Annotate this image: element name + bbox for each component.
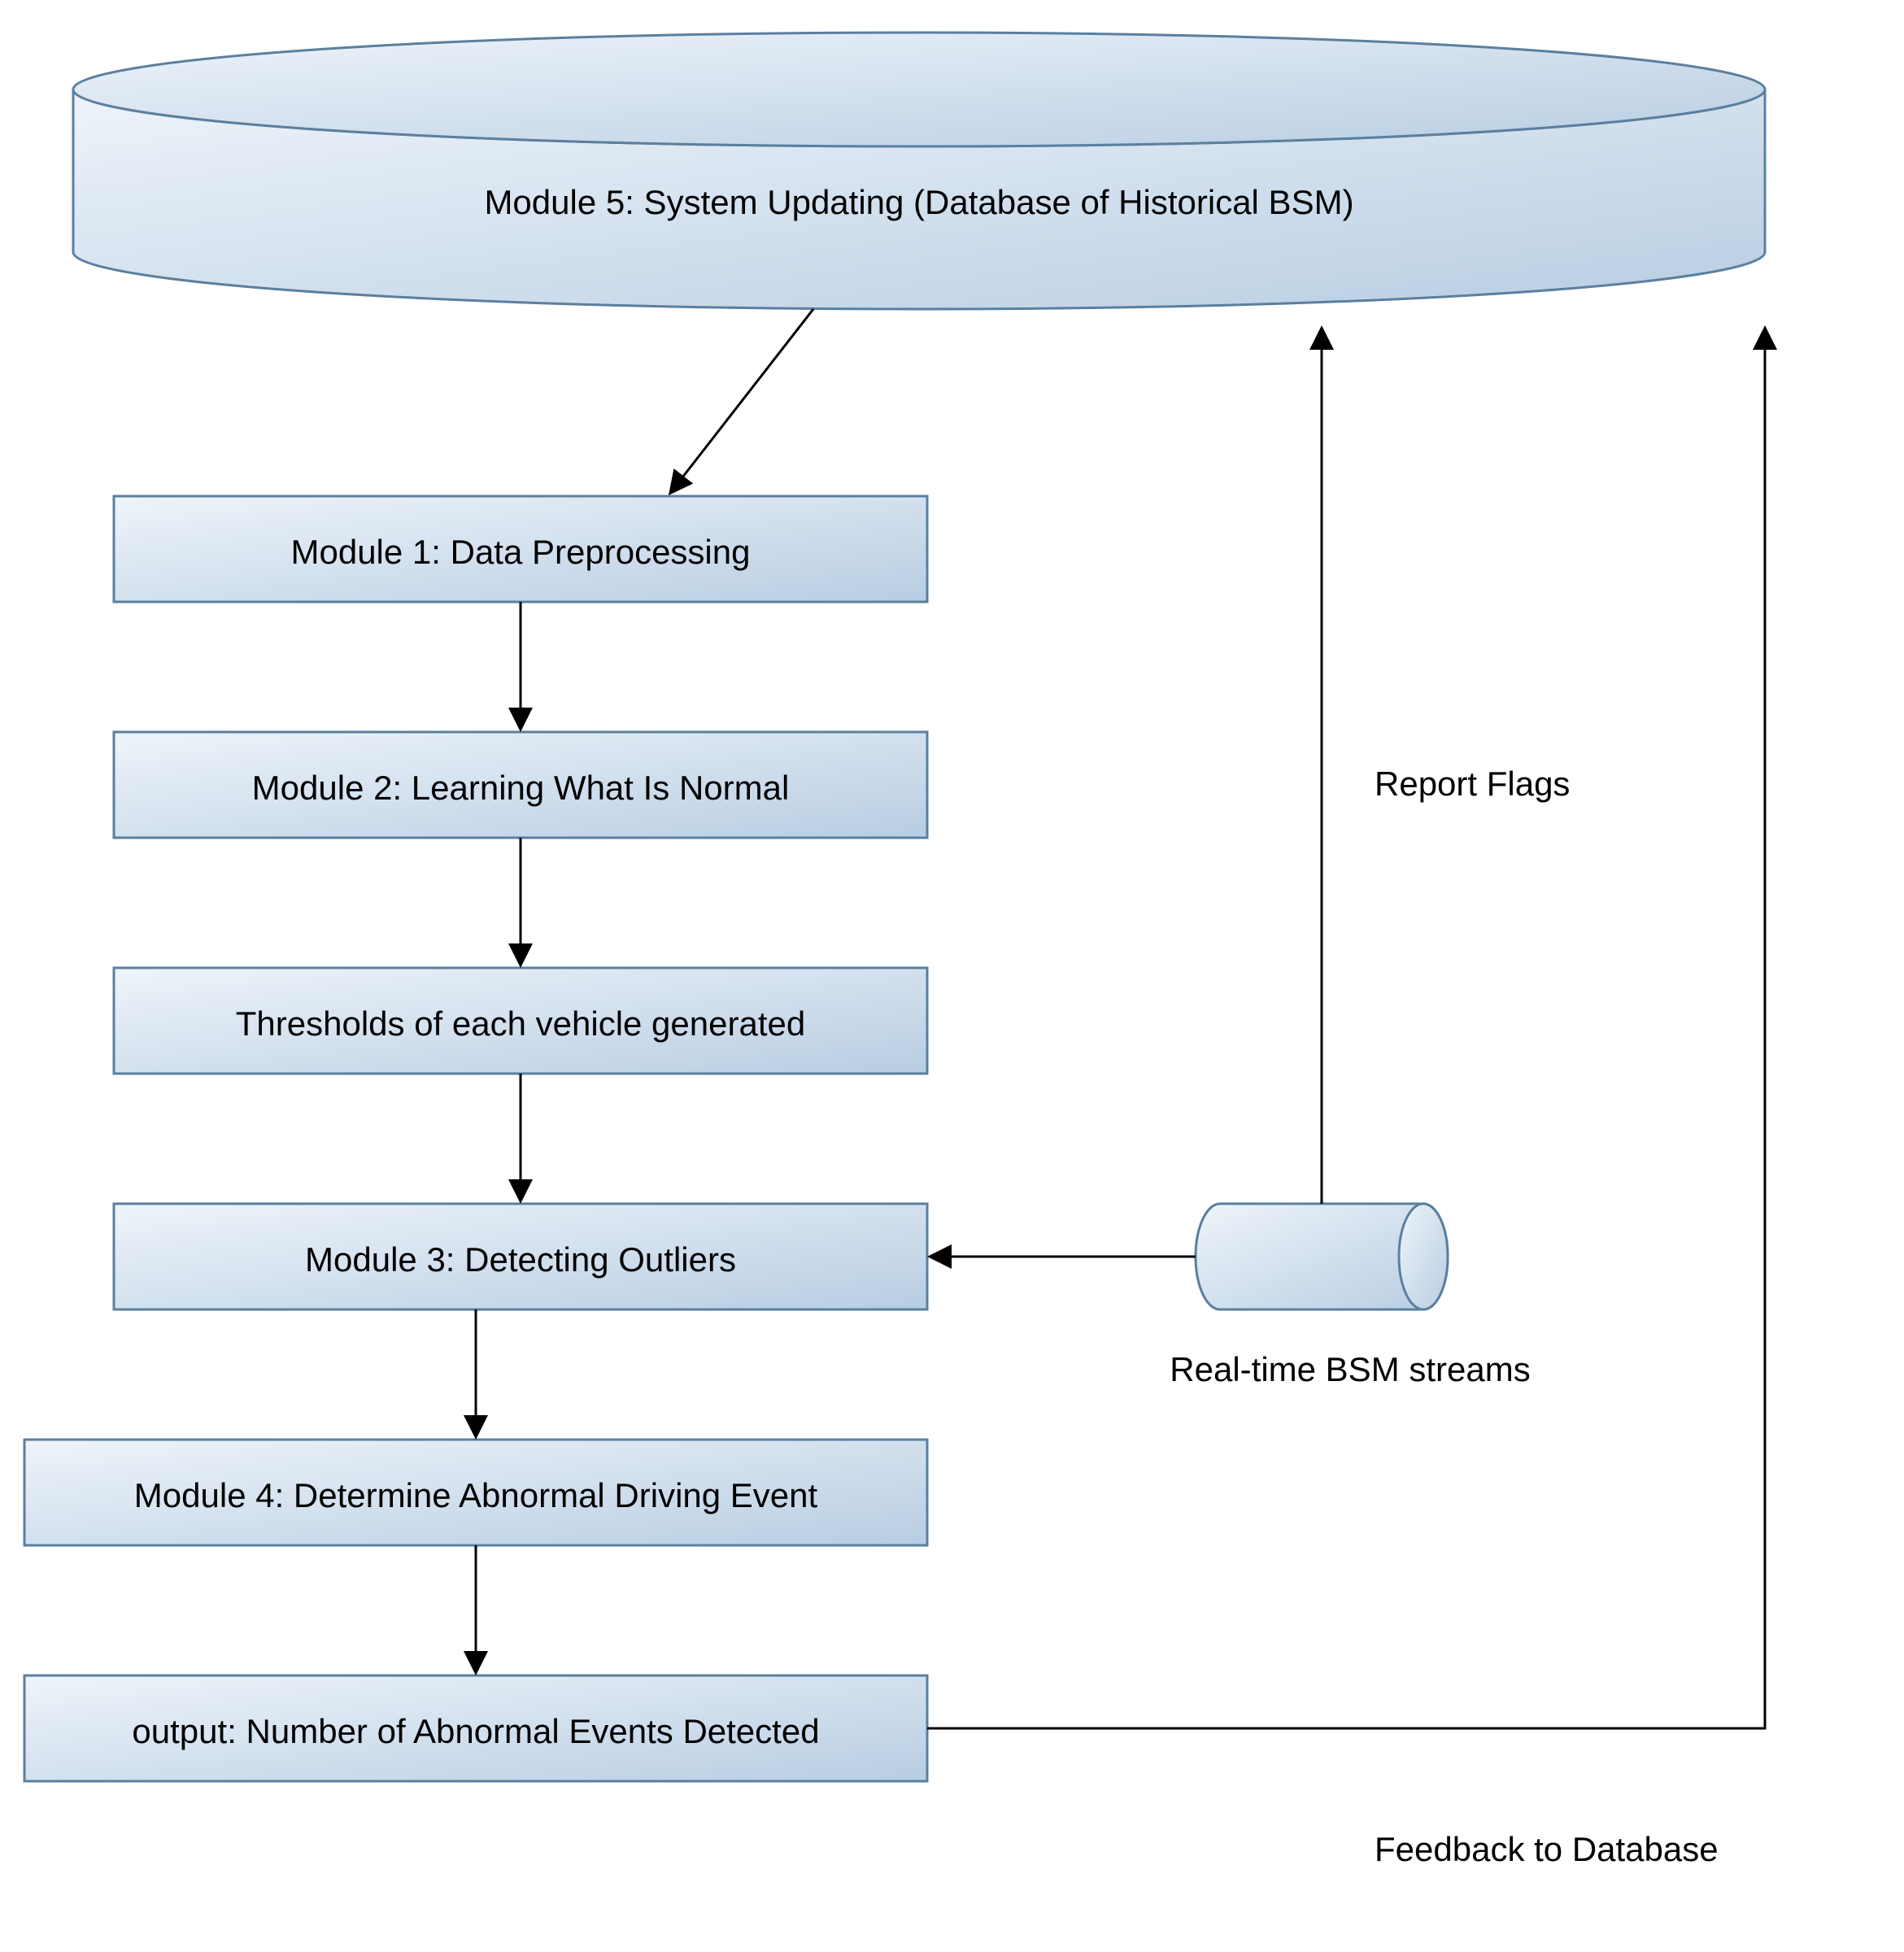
flowchart-canvas [0,0,1904,1952]
label-m4: Module 4: Determine Abnormal Driving Eve… [24,1476,927,1515]
label-report-flags: Report Flags [1375,765,1570,804]
label-thr: Thresholds of each vehicle generated [114,1004,927,1044]
edge-db-to-m1 [671,309,813,492]
edge-out-to-db [927,329,1765,1728]
label-rt: Real-time BSM streams [1139,1350,1562,1389]
label-db: Module 5: System Updating (Database of H… [73,183,1765,222]
label-m2: Module 2: Learning What Is Normal [114,769,927,808]
node-rt [1196,1204,1448,1309]
label-m1: Module 1: Data Preprocessing [114,533,927,572]
label-m3: Module 3: Detecting Outliers [114,1240,927,1279]
node-db [73,33,1765,309]
label-out: output: Number of Abnormal Events Detect… [24,1712,927,1751]
label-feedback: Feedback to Database [1375,1830,1719,1869]
